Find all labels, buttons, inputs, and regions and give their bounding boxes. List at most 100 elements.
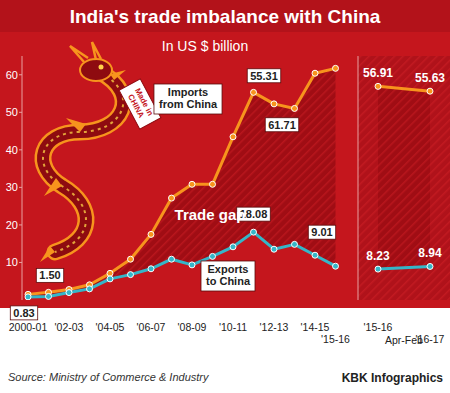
series-point [333,263,339,269]
series-point [375,83,381,89]
dragon-scales [43,72,123,252]
series-point [312,252,318,258]
plot-marks [25,65,339,300]
series-point [66,290,72,296]
source: Source: Ministry of Commerce & Industry [8,371,210,383]
series-label-line: Exports [208,263,249,275]
series-point [375,266,381,272]
data-label: 56.91 [363,66,393,80]
data-label-box [36,268,63,282]
y-axis-line [358,56,359,300]
dragon-head [80,59,112,81]
series-label-line: Imports [168,86,208,98]
series-label-line: to China [206,275,251,287]
dragon-outline [43,72,123,252]
y-tick [19,262,22,263]
series-point [25,294,31,300]
plot-marks [375,83,433,272]
x-tick-label: '08-09 [178,321,207,333]
y-axis-line [22,56,23,300]
x-tick-label: '15-16 [364,321,393,333]
data-label-box [265,118,299,132]
y-tick-label: 50 [6,106,18,118]
dragon-flames [40,118,86,262]
y-tick [19,224,22,225]
series-point [128,256,134,262]
series-point [210,253,216,259]
series-point [189,262,195,268]
title-band [0,0,450,32]
x-tick-label: '02-03 [55,321,84,333]
series-point [271,246,277,252]
x-tick-label: '06-07 [137,321,166,333]
made-in-tag-text: Made inCHINA [125,87,155,122]
data-label: 8.94 [418,246,442,260]
series-line [28,68,336,294]
x-tick-label: '04-05 [96,321,125,333]
series-point [148,231,154,237]
y-tick-label: 10 [6,256,18,268]
series-point [107,276,113,282]
tag-line: CHINA [126,93,146,120]
period-label: Apr-Feb [385,334,423,346]
y-tick-label: 20 [6,219,18,231]
period-band [358,56,450,300]
series-point [251,89,257,95]
series-line [378,86,430,91]
series-point [148,266,154,272]
dragon-body [43,72,123,252]
series-label-line: from China [159,98,218,110]
series-point [427,88,433,94]
series-point [271,101,277,107]
series-point [230,134,236,140]
credit: KBK Infographics [342,371,444,385]
x-tick-label: '15-16 [321,333,350,345]
series-point [169,256,175,262]
y-tick-label: 30 [6,181,18,193]
y-tick [19,112,22,113]
dragon-illustration [40,42,126,262]
series-point [333,65,339,71]
data-label: 55.63 [415,71,445,85]
y-tick-label: 60 [6,69,18,81]
series-point [312,70,318,76]
series-point [230,244,236,250]
dragon-eye [99,65,104,70]
trade-gap-area [378,86,430,269]
data-label: 61.71 [268,119,296,131]
data-label-box [10,306,37,320]
y-tick-label: 40 [6,144,18,156]
series-point [210,181,216,187]
data-label: 9.01 [311,226,332,238]
y-tick [19,187,22,188]
title: India's trade imbalance with China [70,6,381,27]
chart-background [0,0,450,308]
series-point [189,181,195,187]
y-tick [19,149,22,150]
y-tick [19,74,22,75]
series-label-box [154,84,222,114]
dragon-horns [70,42,101,62]
data-label: 55.31 [250,70,278,82]
series-point [128,272,134,278]
series-point [251,229,257,235]
page-background [0,0,450,393]
series-point [87,286,93,292]
data-label-box [308,225,335,239]
x-tick-label: '10-11 [219,321,247,333]
chart-root: India's trade imbalance with China In US … [0,0,450,393]
subtitle: In US $ billion [162,38,248,54]
data-label-box [247,69,281,83]
series-point [292,105,298,111]
dragon-mouth [110,70,126,80]
data-label: 8.23 [366,249,390,263]
series-point [427,263,433,269]
series-line [28,232,336,297]
trade-gap-area [28,68,336,297]
series-line [378,266,430,269]
series-point [169,195,175,201]
series-label: Importsfrom China [159,86,218,110]
data-label: 1.50 [39,269,60,281]
series-label-box [201,261,255,291]
series-point [292,241,298,247]
